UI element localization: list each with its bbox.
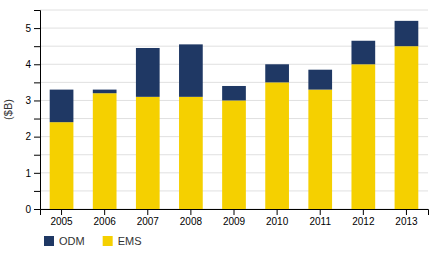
axis-line [34,11,41,210]
bar [93,90,117,94]
tick-mark [61,209,62,215]
tick: 2012 [352,209,375,227]
tick-label: 1 [25,168,31,179]
tick-label: 2013 [395,216,418,227]
tick: 2008 [180,209,203,227]
bar [351,64,375,209]
bar [308,90,332,209]
tick-label: 2012 [352,216,375,227]
tick-mark [34,28,40,29]
bar [222,100,246,209]
tick-mark [277,209,278,215]
tick-mark [320,209,321,215]
tick-label: 2007 [137,216,160,227]
tick: 2005 [50,209,73,227]
tick [34,119,40,120]
tick-mark [34,64,40,65]
tick-mark [104,209,105,215]
tick-mark [34,173,40,174]
tick-mark [34,82,40,83]
bar [351,41,375,65]
tick [34,82,40,83]
tick-label: 2005 [50,216,73,227]
legend-swatch [103,236,113,246]
legend-item: ODM [44,235,85,247]
tick-mark [34,100,40,101]
bar [93,93,117,209]
tick: 3 [25,95,40,106]
bar [265,82,289,209]
legend: ODM EMS [44,235,142,247]
bar [395,46,419,209]
series [50,21,419,122]
tick [34,155,40,156]
tick: 2006 [94,209,117,227]
bar [179,97,203,209]
bar [136,48,160,97]
tick-label: 5 [25,23,31,34]
bar [265,64,289,82]
grid [40,10,428,209]
tick: 1 [25,168,40,179]
bar [395,21,419,46]
grid-line [40,28,428,29]
tick-mark [34,46,40,47]
tick: 2 [25,131,40,142]
legend-label: EMS [118,235,142,247]
x-axis: 2005 2006 2007 2008 2009 2010 2011 2012 2013 [41,209,429,227]
bar [50,122,74,209]
tick: 4 [25,59,40,70]
y-axis-label: ($B) [2,99,14,120]
tick-label: 2 [25,131,31,142]
tick: 2011 [309,209,331,227]
axis-line [41,210,429,216]
tick [34,191,40,192]
tick-label: 2011 [309,216,331,227]
tick: 5 [25,23,40,34]
tick-label: 2009 [223,216,246,227]
bar [136,97,160,209]
tick-label: 2006 [94,216,117,227]
tick: 0 [25,204,40,215]
tick-mark [34,209,40,210]
bar [222,86,246,100]
tick: 2013 [395,209,418,227]
tick-mark [34,10,40,11]
tick-mark [34,137,40,138]
tick-mark [147,209,148,215]
tick [34,46,40,47]
legend-swatch [44,236,54,246]
legend-label: ODM [59,235,85,247]
series [50,46,419,209]
chart: 0123452005200620072008200920102011201220… [0,0,440,257]
bars [50,21,419,209]
bar [179,44,203,96]
tick-mark [234,209,235,215]
grid-line [40,10,428,11]
plot: 0123452005200620072008200920102011201220… [25,10,428,227]
tick-label: 0 [25,204,31,215]
tick [34,10,40,11]
tick-mark [406,209,407,215]
tick-label: 2008 [180,216,203,227]
tick-mark [190,209,191,215]
tick-label: 3 [25,95,31,106]
tick: 2009 [223,209,246,227]
tick: 2007 [137,209,160,227]
tick-mark [363,209,364,215]
y-axis: 0 1 2 3 4 5 [25,11,40,215]
bar [50,90,74,123]
tick-mark [34,119,40,120]
bar [308,70,332,90]
tick: 2010 [266,209,289,227]
tick-mark [34,155,40,156]
tick-label: 2010 [266,216,289,227]
tick-mark [34,191,40,192]
legend-item: EMS [103,235,142,247]
tick-label: 4 [25,59,31,70]
